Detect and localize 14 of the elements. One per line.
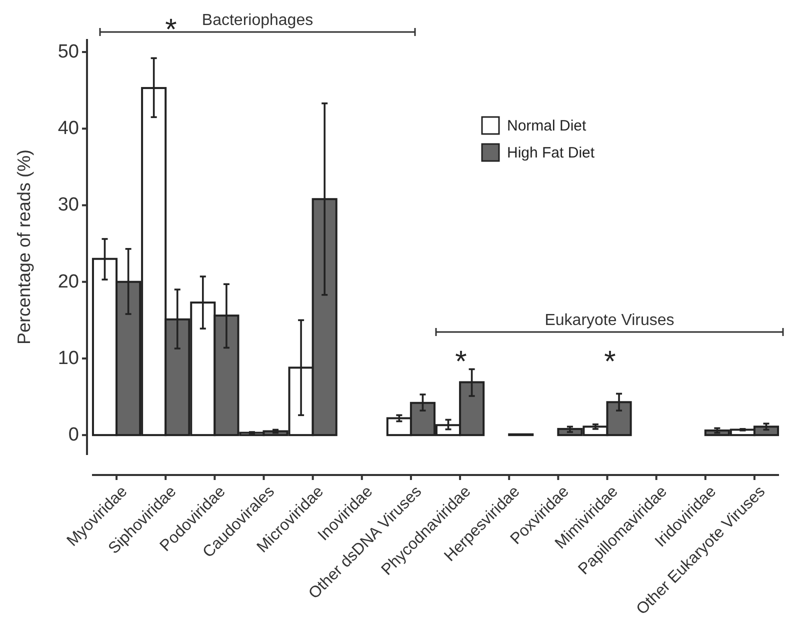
y-tick-label: 10 xyxy=(58,348,79,369)
text: Bacteriophages xyxy=(202,12,314,29)
y-tick-label: 40 xyxy=(58,118,79,140)
y-tick-label: 20 xyxy=(58,271,79,292)
annotation: * xyxy=(455,346,468,378)
y-tick-label: 0 xyxy=(68,424,79,446)
y-tick-label: 30 xyxy=(58,194,79,216)
legend-label: High Fat Diet xyxy=(507,144,596,162)
y-tick-label: 50 xyxy=(58,42,79,63)
annotation: * xyxy=(165,14,178,46)
annotation: * xyxy=(604,346,616,378)
legend-label: Normal Diet xyxy=(507,118,588,134)
y-axis-title: Percentage of reads (%) xyxy=(14,149,34,345)
annotation: Eukaryote Viruses xyxy=(544,312,674,329)
